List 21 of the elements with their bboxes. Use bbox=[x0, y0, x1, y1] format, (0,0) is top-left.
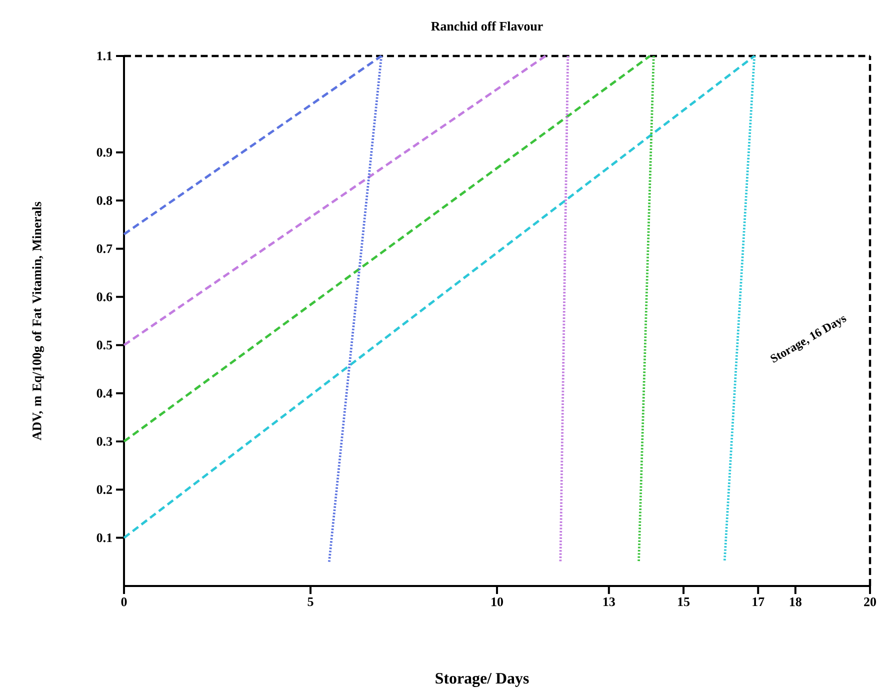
x-tick-label: 15 bbox=[678, 597, 690, 606]
y-tick-label: 0.5 bbox=[96, 340, 112, 350]
y-tick-label: 0.3 bbox=[96, 437, 112, 446]
y-tick-label: 0.4 bbox=[96, 388, 112, 398]
y-axis-title: ADV, m Eq/100g of Fat Vitamin, Minerals bbox=[32, 202, 44, 440]
y-tick-label: 1.1 bbox=[97, 52, 112, 60]
x-tick-label: 5 bbox=[308, 597, 314, 606]
y-tick-label: 0.1 bbox=[96, 533, 112, 542]
chart-title: Ranchid off Flavour bbox=[431, 21, 543, 31]
y-tick-label: 0.8 bbox=[96, 196, 112, 205]
y-tick-label: 0.6 bbox=[96, 292, 112, 302]
y-tick-label: 0.7 bbox=[96, 244, 112, 254]
x-tick-label: 20 bbox=[864, 597, 876, 606]
x-tick-label: 13 bbox=[603, 597, 615, 606]
x-tick-label: 0 bbox=[121, 597, 127, 606]
y-tick-label: 0.2 bbox=[96, 485, 112, 494]
x-tick-label: 18 bbox=[790, 597, 802, 606]
x-axis-title: Storage/ Days bbox=[436, 672, 529, 688]
x-tick-label: 10 bbox=[492, 597, 503, 606]
x-tick-label: 17 bbox=[752, 597, 764, 606]
y-tick-label: 0.9 bbox=[96, 148, 112, 157]
